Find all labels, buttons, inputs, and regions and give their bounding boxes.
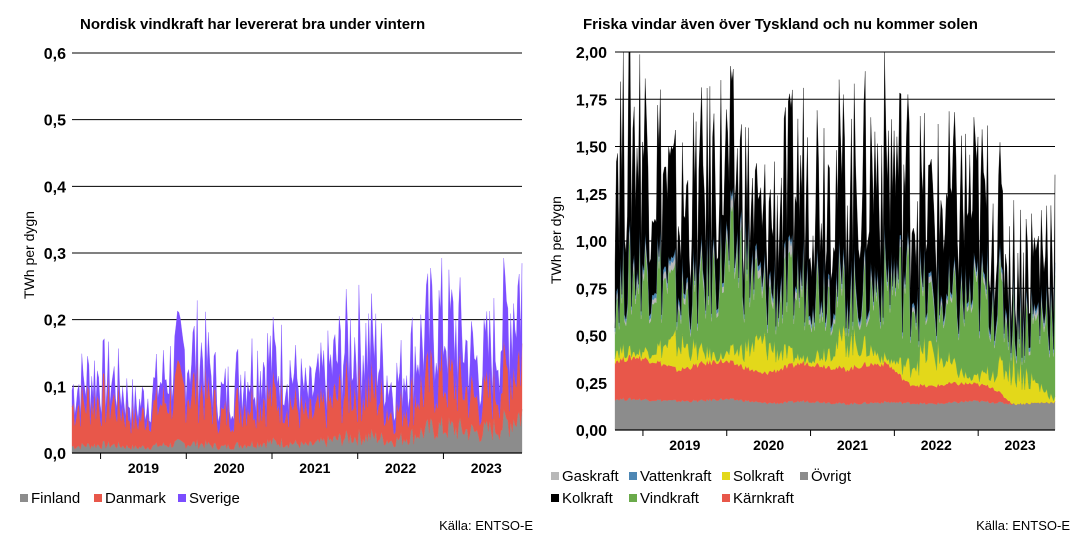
area-series xyxy=(71,257,523,454)
y-tick-label: 0,2 xyxy=(44,313,66,330)
legend-label: Övrigt xyxy=(811,467,852,485)
y-tick-label: 0,75 xyxy=(576,281,607,298)
legend-label: Gaskraft xyxy=(562,468,620,485)
legend-swatch xyxy=(722,494,730,502)
x-tick-label: 2021 xyxy=(837,437,868,453)
legend: Finland Danmark Sverige xyxy=(20,490,240,507)
x-tick-label: 2020 xyxy=(753,437,784,453)
legend-swatch xyxy=(722,472,730,480)
y-tick-label: 0,6 xyxy=(44,46,66,63)
area-sverige xyxy=(71,257,523,435)
grid-lines xyxy=(72,52,522,387)
legend-label: Vattenkraft xyxy=(640,468,712,485)
legend-swatch xyxy=(178,494,186,502)
y-axis-label: TWh per dygn xyxy=(548,196,564,284)
legend: Gaskraft Vattenkraft Solkraft Övrigt Kolkraf… xyxy=(551,467,852,507)
area-series xyxy=(614,51,1056,431)
germany-power-chart: Friska vindar även över Tyskland och nu … xyxy=(548,16,1070,533)
y-tick-label: 0,00 xyxy=(576,423,607,440)
y-tick-label: 1,25 xyxy=(576,187,607,204)
legend-label: Kärnkraft xyxy=(733,490,795,507)
x-tick-label: 2019 xyxy=(128,460,159,476)
legend-label: Solkraft xyxy=(733,468,785,485)
area-kolkraft xyxy=(614,51,1056,358)
y-axis-ticks: 0,0 0,1 0,2 0,3 0,4 0,5 0,6 xyxy=(44,46,66,463)
y-tick-label: 1,50 xyxy=(576,140,607,157)
y-tick-label: 1,00 xyxy=(576,234,607,251)
legend-label: Vindkraft xyxy=(640,490,700,507)
x-tick-label: 2022 xyxy=(385,460,416,476)
legend-swatch xyxy=(551,494,559,502)
source-note: Källa: ENTSO-E xyxy=(976,518,1070,533)
source-note: Källa: ENTSO-E xyxy=(439,518,533,533)
legend-label: Sverige xyxy=(189,490,240,507)
y-tick-label: 0,25 xyxy=(576,376,607,393)
x-tick-label: 2021 xyxy=(299,460,330,476)
chart-title: Friska vindar även över Tyskland och nu … xyxy=(583,16,978,33)
legend-swatch xyxy=(551,472,559,480)
x-tick-label: 2023 xyxy=(1005,437,1036,453)
y-axis-label: TWh per dygn xyxy=(21,211,37,299)
chart-title: Nordisk vindkraft har levererat bra unde… xyxy=(80,16,425,33)
y-tick-label: 0,50 xyxy=(576,329,607,346)
x-axis: 2019 2020 2021 2022 2023 xyxy=(72,452,522,476)
y-tick-label: 0,4 xyxy=(44,179,66,196)
y-tick-label: 0,1 xyxy=(44,379,66,396)
legend-swatch xyxy=(94,494,102,502)
x-axis: 2019 2020 2021 2022 2023 xyxy=(615,429,1055,453)
legend-label: Kolkraft xyxy=(562,490,614,507)
legend-swatch xyxy=(629,494,637,502)
y-tick-label: 0,3 xyxy=(44,246,66,263)
x-tick-label: 2023 xyxy=(471,460,502,476)
y-axis-ticks: 0,00 0,25 0,50 0,75 1,00 1,25 1,50 1,75 2,00 xyxy=(576,45,607,440)
y-tick-label: 0,5 xyxy=(44,113,66,130)
legend-swatch xyxy=(800,472,808,480)
x-tick-label: 2019 xyxy=(669,437,700,453)
y-tick-label: 2,00 xyxy=(576,45,607,62)
nordic-wind-chart: Nordisk vindkraft har levererat bra unde… xyxy=(20,16,533,533)
x-tick-label: 2022 xyxy=(921,437,952,453)
y-tick-label: 1,75 xyxy=(576,92,607,109)
legend-swatch xyxy=(20,494,28,502)
legend-swatch xyxy=(629,472,637,480)
x-tick-label: 2020 xyxy=(214,460,245,476)
y-tick-label: 0,0 xyxy=(44,446,66,463)
legend-label: Danmark xyxy=(105,490,166,507)
legend-label: Finland xyxy=(31,490,80,507)
